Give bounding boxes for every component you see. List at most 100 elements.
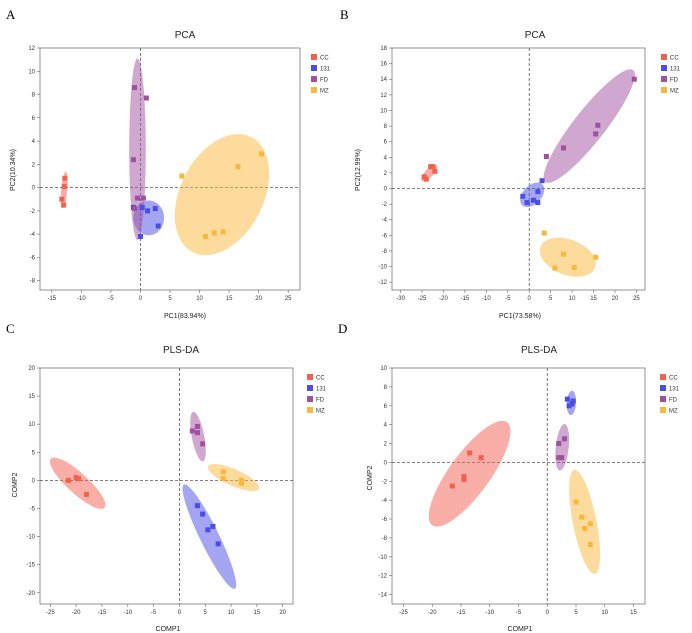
x-tick-label: 25 [285,296,292,302]
data-point-CC [461,476,467,482]
x-tick-label: -10 [485,610,494,616]
data-point-MZ [541,230,547,236]
legend-label-FD: FD [669,398,678,404]
data-point-FD [200,441,206,447]
data-point-CC [467,450,473,456]
x-tick-label: -15 [457,610,466,616]
y-tick-label: 10 [28,69,35,75]
x-tick-label: 10 [569,296,576,302]
y-tick-label: -8 [382,249,388,255]
y-axis-label: PC2(10.34%) [10,149,17,191]
x-tick-label: 0 [546,610,550,616]
y-tick-label: -12 [378,574,387,580]
data-point-MZ [587,521,593,527]
x-tick-label: -15 [47,296,56,302]
y-tick-label: -10 [26,535,35,541]
x-tick-label: 15 [254,610,261,616]
data-point-131 [200,511,206,517]
legend-label-MZ: MZ [316,409,325,415]
chart-title: PLS-DA [163,345,199,356]
data-point-131 [210,523,216,529]
y-axis-label: COMP2 [12,472,19,497]
data-point-CC [478,455,484,461]
data-point-131 [566,403,572,409]
data-point-CC [73,475,79,481]
y-axis-label: COMP2 [367,465,374,490]
y-axis-label: PC2(12.99%) [355,149,362,191]
data-point-131 [194,503,200,509]
data-point-MZ [579,514,585,520]
legend-label-131: 131 [670,67,681,73]
y-tick-label: 16 [380,62,387,68]
data-point-FD [143,95,149,101]
y-tick-label: 10 [380,108,387,114]
x-tick-label: -20 [428,610,437,616]
x-tick-label: 0 [528,296,532,302]
data-point-MZ [582,525,588,531]
chart-title: PCA [175,30,196,41]
x-tick-label: 0 [139,296,143,302]
x-tick-label: -15 [98,610,107,616]
legend-swatch-131 [660,385,666,391]
data-point-131 [531,197,537,203]
confidence-ellipse-MZ [539,237,596,277]
data-point-FD [556,441,562,447]
y-tick-label: -4 [30,232,36,238]
data-point-131 [145,208,151,214]
y-tick-label: 2 [32,162,36,168]
x-tick-label: 5 [168,296,172,302]
data-point-FD [194,430,200,436]
data-point-MZ [571,264,577,270]
y-tick-label: 6 [384,404,388,410]
y-tick-label: -8 [30,279,36,285]
data-point-MZ [238,480,244,486]
data-point-131 [524,200,530,206]
data-point-131 [520,193,526,199]
data-point-131 [569,401,575,407]
x-tick-label: 10 [196,296,203,302]
legend-swatch-131 [311,65,317,71]
plot-frame [391,367,646,605]
x-tick-label: -30 [396,296,405,302]
y-tick-label: -10 [378,555,387,561]
y-tick-label: 10 [380,366,387,372]
legend-label-CC: CC [320,56,329,62]
x-axis-label: COMP1 [156,626,181,633]
x-tick-label: 10 [228,610,235,616]
data-point-MZ [238,477,244,483]
panel-letter: C [6,321,15,336]
confidence-ellipse-FD [190,411,206,462]
y-tick-label: -5 [30,506,36,512]
data-point-MZ [220,469,226,475]
y-tick-label: 8 [384,385,388,391]
y-tick-label: 6 [32,116,36,122]
legend-swatch-131 [661,65,667,71]
legend-label-FD: FD [670,78,679,84]
y-tick-label: 12 [28,46,35,52]
legend-label-CC: CC [670,56,679,62]
x-tick-label: 5 [549,296,553,302]
x-tick-label: -25 [399,610,408,616]
data-point-131 [535,189,541,195]
legend-swatch-CC [311,54,317,60]
data-point-FD [194,423,200,429]
data-point-MZ [235,164,241,170]
x-tick-label: 5 [204,610,208,616]
data-point-MZ [259,151,265,157]
y-tick-label: -6 [30,255,36,261]
legend-label-CC: CC [669,376,678,382]
legend-label-MZ: MZ [320,89,329,95]
data-point-FD [559,455,565,461]
panel-letter: D [338,321,347,336]
legend-label-131: 131 [669,387,680,393]
data-point-FD [556,455,562,461]
y-tick-label: 8 [32,93,36,99]
legend-label-FD: FD [316,398,325,404]
x-axis-label: PC1(83.94%) [164,313,206,320]
data-point-FD [543,154,549,160]
legend-swatch-MZ [311,87,317,93]
y-tick-label: -6 [382,233,388,239]
y-tick-label: 14 [380,77,387,83]
data-point-CC [430,164,436,170]
